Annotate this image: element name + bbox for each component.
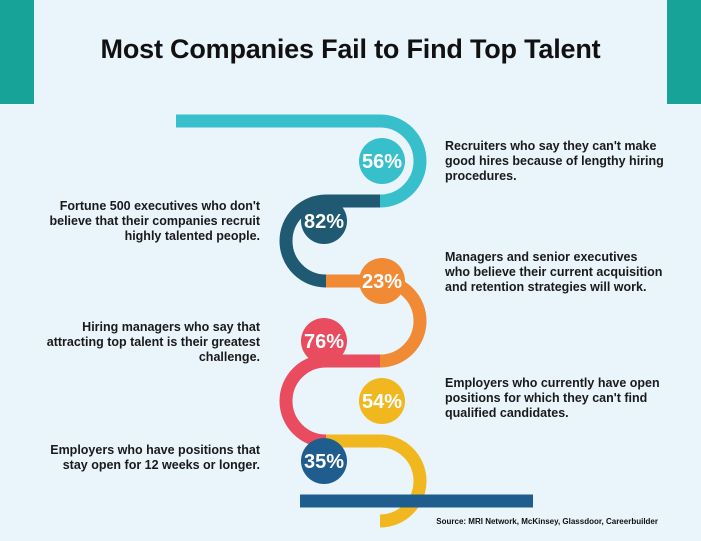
description-54: Employers who currently have open positi… xyxy=(445,376,660,420)
track-76 xyxy=(279,354,380,448)
percent-82: 82% xyxy=(304,211,344,233)
circle-54 xyxy=(359,378,405,424)
percent-76: 76% xyxy=(304,331,344,353)
percent-56: 56% xyxy=(362,151,402,173)
description-76: Hiring managers who say that attracting … xyxy=(46,320,260,364)
circle-23 xyxy=(359,258,405,304)
corner-accent-right xyxy=(667,0,701,104)
description-56: Recruiters who say they can't make good … xyxy=(445,139,664,183)
corner-accent-left xyxy=(0,0,34,104)
source-note: Source: MRI Network, McKinsey, Glassdoor… xyxy=(436,517,658,526)
percent-54: 54% xyxy=(362,391,402,413)
page-title: Most Companies Fail to Find Top Talent xyxy=(100,34,601,64)
percent-23: 23% xyxy=(362,271,402,293)
description-82: Fortune 500 executives who don't believe… xyxy=(49,199,261,243)
track-56 xyxy=(176,114,427,208)
circle-76 xyxy=(301,318,347,364)
circle-56 xyxy=(359,138,405,184)
circle-82 xyxy=(301,198,347,244)
track-54 xyxy=(326,434,427,528)
circle-35 xyxy=(301,438,347,484)
percent-35: 35% xyxy=(304,451,344,473)
description-35: Employers who have positions that stay o… xyxy=(50,443,260,472)
description-23: Managers and senior executives who belie… xyxy=(445,250,663,294)
